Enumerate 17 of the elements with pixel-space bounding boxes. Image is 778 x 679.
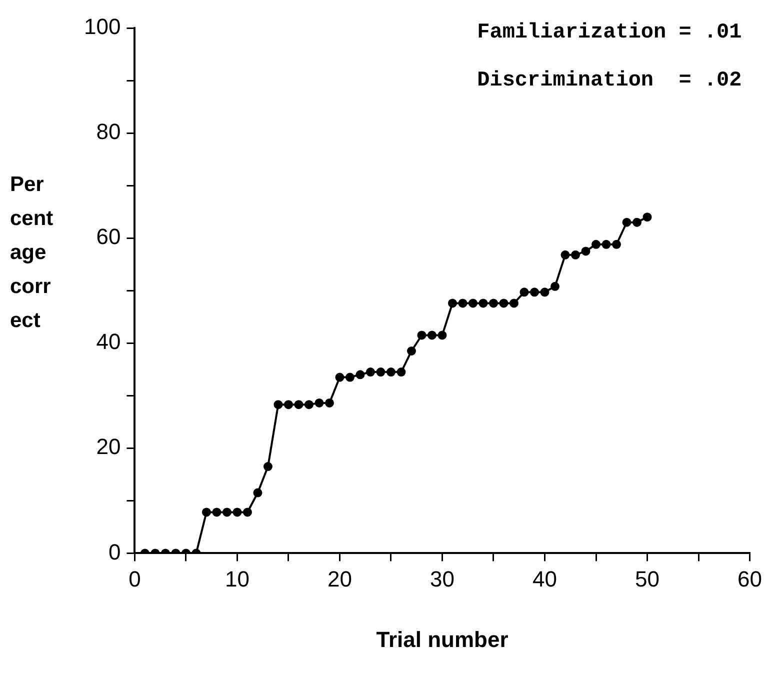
y-axis-title: Percentage correct xyxy=(10,172,54,334)
x-tick-label: 0 xyxy=(128,566,141,592)
annotation: Familiarization = .01 xyxy=(477,21,742,44)
x-axis-title: Trial number xyxy=(376,626,509,652)
y-tick-label: 40 xyxy=(96,329,121,354)
x-tick-label: 30 xyxy=(430,566,454,592)
y-tick-label: 20 xyxy=(96,434,121,460)
y-tick-label: 60 xyxy=(96,224,121,250)
x-tick-label: 50 xyxy=(635,566,660,592)
y-tick-label: 100 xyxy=(84,14,121,40)
x-tick-label: 60 xyxy=(738,566,762,592)
x-tick-label: 20 xyxy=(327,566,352,592)
y-tick-label: 80 xyxy=(96,119,121,144)
x-tick-label: 40 xyxy=(532,566,557,592)
annotation: Discrimination = .02 xyxy=(477,69,742,92)
y-tick-label: 0 xyxy=(108,539,121,564)
x-tick-label: 10 xyxy=(224,566,250,592)
